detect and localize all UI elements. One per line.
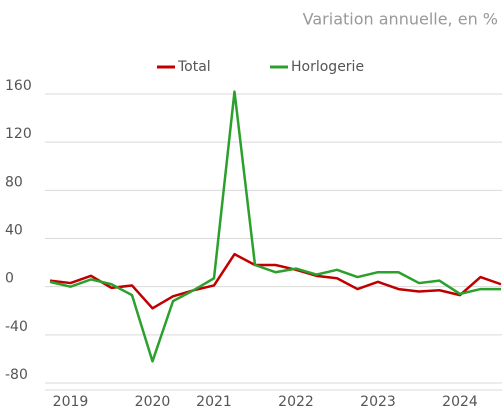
x-tick-label: 2022 (278, 394, 314, 409)
line-series (49, 90, 501, 363)
y-tick-label: 160 (5, 78, 32, 94)
x-tick-label: 2021 (196, 394, 232, 409)
x-tick-label: 2020 (135, 394, 171, 409)
y-tick-label: -80 (5, 367, 28, 383)
y-tick-label: 40 (5, 223, 23, 239)
y-tick-label: 120 (5, 126, 32, 142)
y-tick-label: 80 (5, 174, 23, 190)
x-tick-label: 2019 (53, 394, 89, 409)
x-tick-label: 2023 (360, 394, 396, 409)
y-tick-label: 0 (5, 271, 14, 287)
y-tick-label: -40 (5, 319, 28, 335)
chart-title: Variation annuelle, en % (303, 10, 498, 29)
x-tick-label: 2024 (442, 394, 478, 409)
legend-label: Horlogerie (291, 59, 364, 75)
line-series (49, 252, 502, 310)
legend-label: Total (177, 59, 211, 75)
